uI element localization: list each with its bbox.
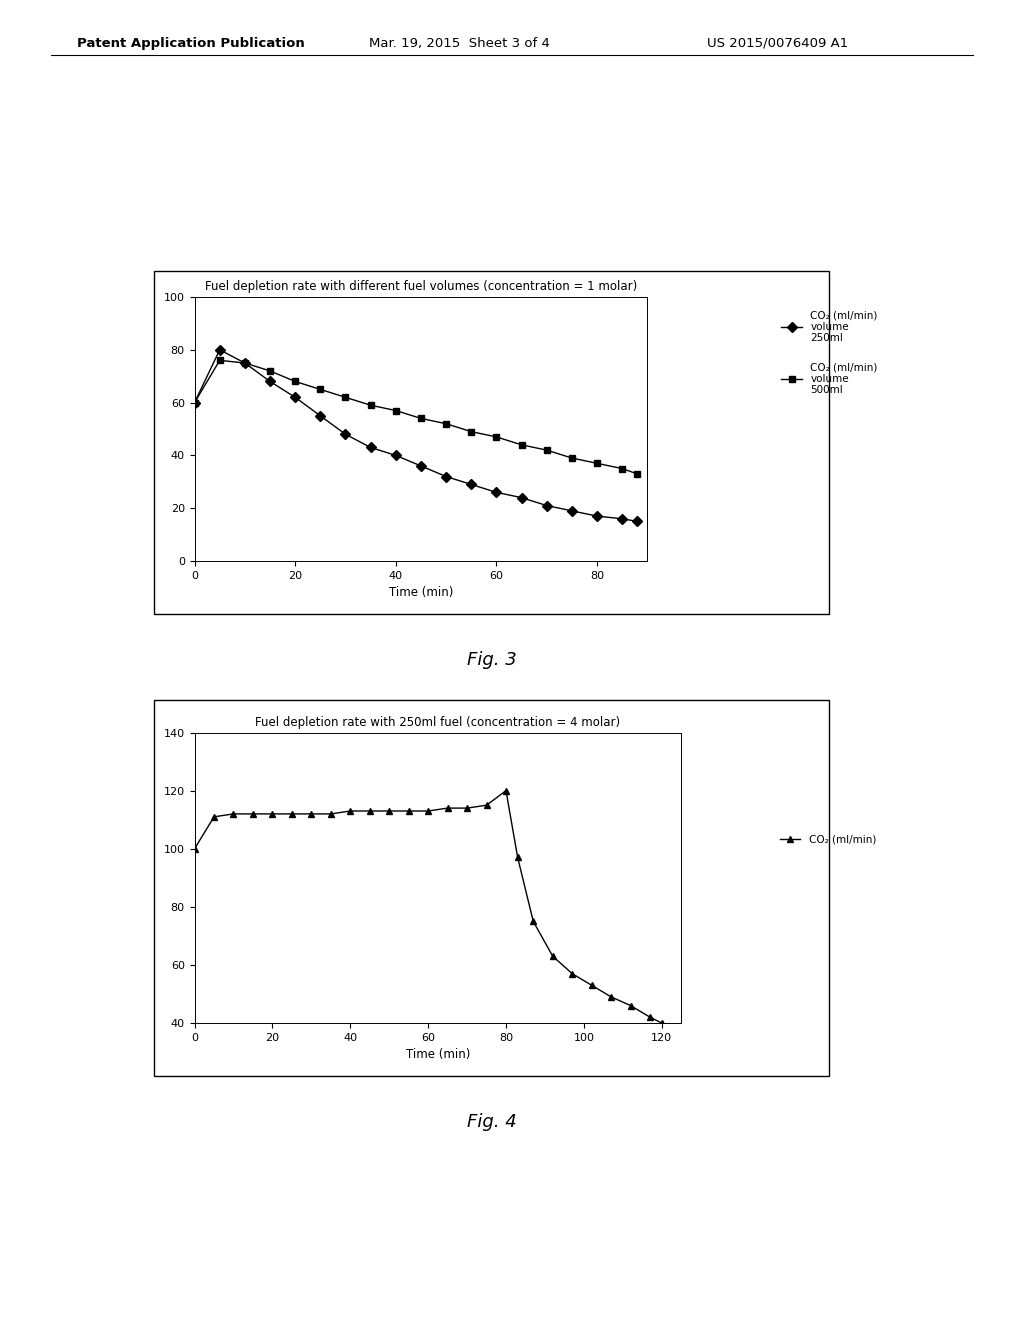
- Legend: CO₂ (ml/min): CO₂ (ml/min): [775, 830, 881, 849]
- Text: Mar. 19, 2015  Sheet 3 of 4: Mar. 19, 2015 Sheet 3 of 4: [369, 37, 550, 50]
- Text: US 2015/0076409 A1: US 2015/0076409 A1: [707, 37, 848, 50]
- Text: Fig. 3: Fig. 3: [467, 651, 516, 669]
- Legend: CO₂ (ml/min)
volume
250ml, CO₂ (ml/min)
volume
500ml: CO₂ (ml/min) volume 250ml, CO₂ (ml/min) …: [781, 310, 878, 395]
- Text: Patent Application Publication: Patent Application Publication: [77, 37, 304, 50]
- X-axis label: Time (min): Time (min): [406, 1048, 470, 1061]
- Title: Fuel depletion rate with different fuel volumes (concentration = 1 molar): Fuel depletion rate with different fuel …: [205, 280, 637, 293]
- X-axis label: Time (min): Time (min): [389, 586, 454, 599]
- Title: Fuel depletion rate with 250ml fuel (concentration = 4 molar): Fuel depletion rate with 250ml fuel (con…: [255, 715, 621, 729]
- Text: Fig. 4: Fig. 4: [467, 1113, 516, 1131]
